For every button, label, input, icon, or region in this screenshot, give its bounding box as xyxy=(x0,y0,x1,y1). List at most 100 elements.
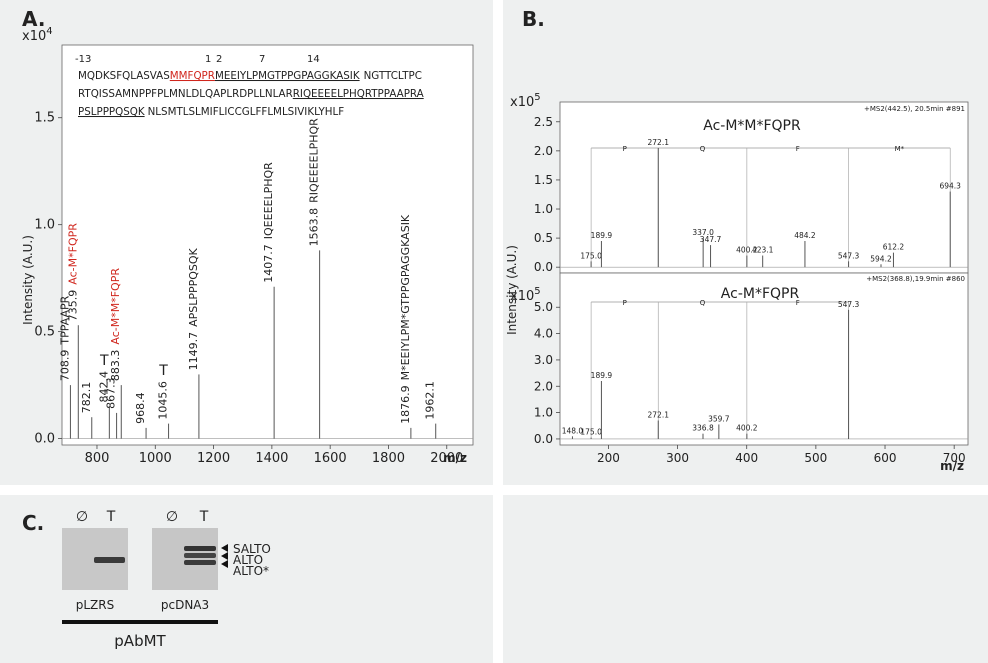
lane-label: ∅ xyxy=(166,509,178,525)
y-tick-label: 5.0 xyxy=(534,300,553,314)
peak-label: 272.1 xyxy=(648,138,670,147)
multiplier-base: x10 xyxy=(510,95,534,110)
y-tick-label: 1.0 xyxy=(534,406,553,420)
peak-label: 612.2 xyxy=(883,243,905,252)
panel-label: A. xyxy=(22,7,45,31)
y-tick-label: 0.0 xyxy=(534,260,553,274)
sequence-segment: NLSMTLSLMIFLICCGLFFLMLSIVIKLYHLF xyxy=(148,106,345,118)
x-tick-label: 1200 xyxy=(197,451,230,466)
sequence-segment: RIQEEEELPHQRTPPAAPRA xyxy=(293,88,424,100)
peak-label: 968.4 xyxy=(134,392,147,424)
y-tick-label: 1.5 xyxy=(534,173,553,187)
panel-d-bg xyxy=(503,495,988,663)
y-tick-label: 1.0 xyxy=(34,218,55,233)
peak-mz: 968.4 xyxy=(134,392,147,424)
y-tick-label: 1.0 xyxy=(534,202,553,216)
sequence-position: -13 xyxy=(75,54,91,65)
panel-label: C. xyxy=(22,511,44,535)
sequence-position: 14 xyxy=(307,54,320,65)
peak-mz: 1962.1 xyxy=(424,381,437,420)
t-marker: T xyxy=(158,363,168,379)
peak-label: 883.3Ac-M*M*FQPR xyxy=(109,268,122,381)
ladder-label: P xyxy=(623,145,627,153)
sequence-position: 7 xyxy=(259,54,265,65)
x-tick-label: 300 xyxy=(666,451,689,465)
ladder-label: F xyxy=(796,299,800,307)
peak-label: 359.7 xyxy=(708,414,730,423)
group-label: pAbMT xyxy=(114,632,166,650)
peak-label: 175.0 xyxy=(580,428,602,437)
spectrum-header: +MS2(442.5), 20.5min #891 xyxy=(864,105,965,113)
multiplier-exp: 4 xyxy=(46,26,52,37)
multiplier-exp: 5 xyxy=(534,286,540,297)
lane-label: T xyxy=(106,509,116,525)
y-tick-label: 4.0 xyxy=(534,327,553,341)
spectrum-title: Ac-M*FQPR xyxy=(721,286,800,302)
peak-label: 423.1 xyxy=(752,246,774,255)
peak-peptide: M*EEIYLPM*GTPPGPAGGKASIK xyxy=(399,214,412,380)
gel-image xyxy=(152,528,218,590)
peak-label: 735.9Ac-M*FQPR xyxy=(66,223,79,321)
x-tick-label: 400 xyxy=(735,451,758,465)
panel-label: B. xyxy=(522,7,545,31)
y-tick-label: 0.0 xyxy=(34,432,55,447)
peak-mz: 1407.7 xyxy=(262,244,275,283)
x-tick-label: 200 xyxy=(597,451,620,465)
sequence-segment: MQDKSFQLASVAS xyxy=(78,70,170,82)
peak-label: 1563.8RIQEEEELPHQR xyxy=(308,118,321,247)
peak-label: 272.1 xyxy=(648,411,670,420)
peak-mz: 867.3 xyxy=(105,377,118,409)
x-tick-label: 1400 xyxy=(255,451,288,466)
y-tick-label: 2.5 xyxy=(534,115,553,129)
sequence-segment: NGTTCLTPC xyxy=(364,70,422,82)
vector-label: pLZRS xyxy=(76,598,114,612)
sequence-line: RTQISSAMNPPFPLMNLDLQAPLRDPLLNLARRIQEEEEL… xyxy=(78,88,424,100)
x-tick-label: 1800 xyxy=(372,451,405,466)
lane-label: T xyxy=(199,509,209,525)
x-tick-label: 500 xyxy=(804,451,827,465)
y-tick-label: 3.0 xyxy=(534,353,553,367)
peak-mz: 1563.8 xyxy=(308,208,321,247)
peak-peptide: IQEEEELPHQR xyxy=(262,162,275,239)
gel-band xyxy=(184,560,216,565)
band-arrows xyxy=(221,544,228,568)
y-axis-label: Intensity (A.U.) xyxy=(21,235,35,325)
sequence-segment: MEEIYLPMGTPPGPAGGKASIK xyxy=(215,70,360,82)
y-tick-label: 0.0 xyxy=(534,432,553,446)
peak-label: 782.1 xyxy=(80,382,93,414)
group-bar xyxy=(62,620,218,624)
peak-label: 594.2 xyxy=(870,254,892,263)
peak-mz: 1045.6 xyxy=(157,381,170,420)
multiplier-base: x10 xyxy=(22,29,46,44)
peak-label: 1407.7 IQEEEELPHQR xyxy=(262,162,275,283)
y-tick-label: 0.5 xyxy=(534,231,553,245)
peak-label: 189.9 xyxy=(591,231,613,240)
sequence-segment: PSLPPPQSQK xyxy=(78,106,145,118)
ladder-label: F xyxy=(796,145,800,153)
peak-label: 1045.6 xyxy=(157,381,170,420)
multiplier-base: x10 xyxy=(510,289,534,304)
peak-label: 400.2 xyxy=(736,424,758,433)
peak-peptide: APSLPPPQSQK xyxy=(187,247,200,326)
x-tick-label: 800 xyxy=(85,451,110,466)
peak-label: 694.3 xyxy=(939,182,961,191)
gel-band xyxy=(184,553,216,558)
peak-label: 189.9 xyxy=(591,371,613,380)
ladder-label: P xyxy=(623,299,627,307)
peak-peptide: Ac-M*M*FQPR xyxy=(109,268,122,345)
y-tick-label: 0.5 xyxy=(34,325,55,340)
peak-label: 336.8 xyxy=(692,424,714,433)
x-axis-label: m/z xyxy=(940,459,964,473)
peak-label: 867.3 xyxy=(105,377,118,409)
x-tick-label: 1000 xyxy=(139,451,172,466)
peak-mz: 1149.7 xyxy=(187,332,200,371)
ladder-label: M* xyxy=(895,145,905,153)
ladder-label: Q xyxy=(700,299,706,307)
ladder-label: Q xyxy=(700,145,706,153)
vector-label: pcDNA3 xyxy=(161,598,209,612)
peak-mz: 782.1 xyxy=(80,382,93,414)
peak-peptide: Ac-M*FQPR xyxy=(66,223,79,285)
gel-band xyxy=(94,557,125,563)
sequence-line: MQDKSFQLASVASMMFQPRMEEIYLPMGTPPGPAGGKASI… xyxy=(78,70,422,82)
spectrum-title: Ac-M*M*FQPR xyxy=(703,118,801,134)
